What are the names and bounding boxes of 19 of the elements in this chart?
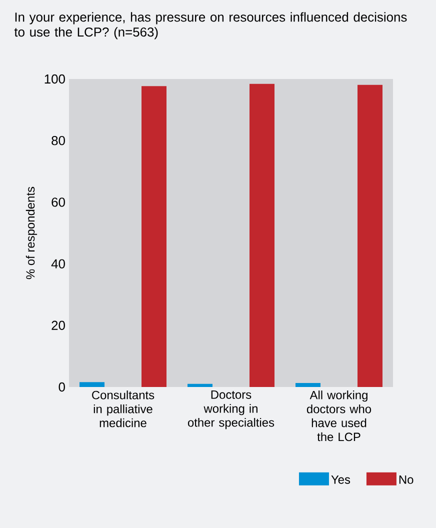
y-tick-label: 0: [58, 382, 65, 392]
bar: [188, 384, 212, 387]
chart-title: In your experience, has pressure on resources influenced decisions to use the LCP? (n=563): [14, 12, 407, 40]
bar: [358, 84, 383, 387]
y-tick-label: 80: [52, 136, 65, 146]
bar: [296, 382, 321, 387]
bar: [142, 86, 166, 387]
bar: [80, 382, 104, 387]
y-tick-label: 60: [52, 198, 65, 207]
legend-label: Yes: [331, 476, 350, 484]
y-axis-title: % of respondents: [26, 186, 38, 280]
bar: [250, 84, 274, 387]
y-tick-label: 100: [44, 74, 65, 84]
y-tick-label: 40: [51, 259, 65, 268]
x-tick-label: Consultants in palliative medicine: [92, 390, 154, 428]
y-tick-label: 20: [52, 320, 65, 330]
x-tick-label: All working doctors who have used the LCP: [306, 390, 372, 442]
legend-label: No: [399, 476, 414, 484]
x-tick-label: Doctors working in other specialties: [188, 390, 274, 430]
